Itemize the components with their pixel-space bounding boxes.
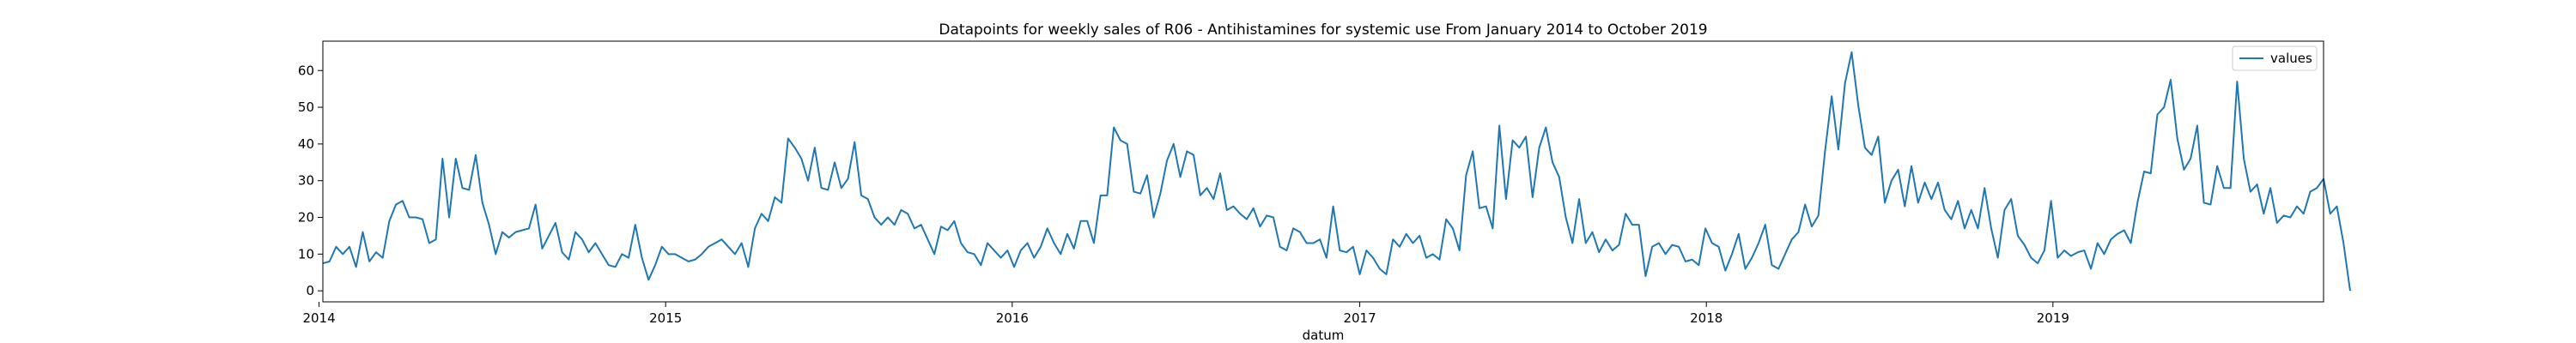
series-line-values (322, 51, 2351, 292)
x-tick-label: 2014 (302, 310, 335, 326)
y-tick-label: 20 (298, 210, 314, 226)
y-tick-label: 0 (306, 283, 314, 298)
plot-frame (322, 40, 2324, 303)
y-tick-label: 30 (298, 173, 314, 189)
axes: 2014 2015 2016 2017 2018 2019 0 10 20 30 40 50 60 (298, 63, 2069, 326)
y-tick-label: 60 (298, 63, 314, 78)
legend-box (2232, 45, 2318, 71)
plot-area (322, 51, 2351, 292)
legend-label-values: values (2270, 51, 2312, 66)
x-tick-label: 2019 (2037, 310, 2069, 326)
x-tick-label: 2018 (1690, 310, 1722, 326)
y-tick-label: 40 (298, 136, 314, 152)
x-tick-label: 2016 (996, 310, 1029, 326)
y-tick-label: 50 (298, 99, 314, 115)
legend: values (2232, 45, 2318, 71)
chart-title: Datapoints for weekly sales of R06 - Ant… (939, 21, 1707, 39)
y-tick-label: 10 (298, 246, 314, 262)
x-axis-label: datum (1303, 328, 1345, 343)
x-tick-label: 2017 (1343, 310, 1376, 326)
x-tick-label: 2015 (649, 310, 682, 326)
